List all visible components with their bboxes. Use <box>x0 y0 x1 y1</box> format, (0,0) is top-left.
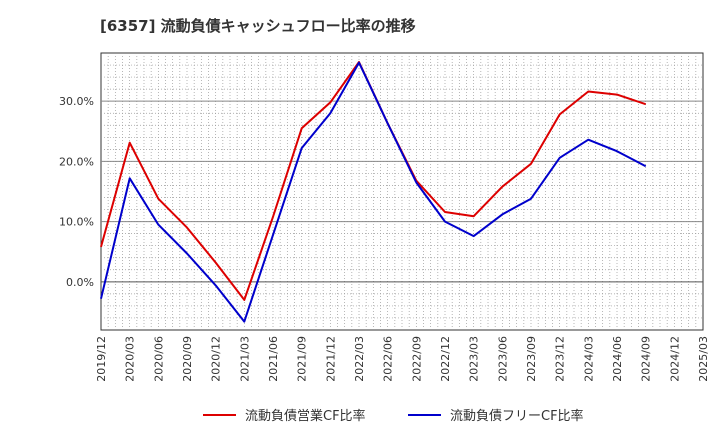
x-tick-label: 2025/03 <box>697 336 710 382</box>
y-tick-label: 20.0% <box>59 155 94 168</box>
legend: 流動負債営業CF比率 流動負債フリーCF比率 <box>203 408 584 424</box>
x-tick-label: 2020/06 <box>152 336 165 382</box>
x-tick-label: 2023/12 <box>554 336 567 382</box>
x-tick-label: 2020/03 <box>124 336 137 382</box>
x-tick-label: 2020/09 <box>181 336 194 382</box>
x-tick-label: 2024/03 <box>582 336 595 382</box>
y-tick-label: 30.0% <box>59 95 94 108</box>
legend-item-free-cf: 流動負債フリーCF比率 <box>408 408 584 424</box>
x-tick-label: 2022/06 <box>382 336 395 382</box>
series-line-free-cf <box>100 61 647 323</box>
x-tick-label: 2023/03 <box>468 336 481 382</box>
x-tick-label: 2023/09 <box>525 336 538 382</box>
y-tick-label: 10.0% <box>59 216 94 229</box>
x-tick-label: 2024/06 <box>611 336 624 382</box>
x-tick-label: 2024/09 <box>640 336 653 382</box>
legend-label-operating-cf: 流動負債営業CF比率 <box>245 408 366 424</box>
y-axis: 0.0% 10.0% 20.0% 30.0% <box>59 95 94 289</box>
x-tick-label: 2022/03 <box>353 336 366 382</box>
x-tick-label: 2021/03 <box>238 336 251 382</box>
x-tick-label: 2022/12 <box>439 336 452 382</box>
x-tick-label: 2019/12 <box>95 336 108 382</box>
x-tick-label: 2022/09 <box>410 336 423 382</box>
x-tick-label: 2020/12 <box>210 336 223 382</box>
legend-item-operating-cf: 流動負債営業CF比率 <box>203 408 366 424</box>
x-tick-label: 2021/09 <box>296 336 309 382</box>
series-group <box>100 61 647 323</box>
chart-title: [6357] 流動負債キャッシュフロー比率の推移 <box>100 17 416 35</box>
x-tick-label: 2021/12 <box>324 336 337 382</box>
x-axis: 2019/12 2020/03 2020/06 2020/09 2020/12 2021/… <box>95 336 710 382</box>
x-tick-label: 2024/12 <box>668 336 681 382</box>
y-tick-label: 0.0% <box>66 276 94 289</box>
x-tick-label: 2023/06 <box>496 336 509 382</box>
legend-label-free-cf: 流動負債フリーCF比率 <box>450 408 584 424</box>
x-tick-label: 2021/06 <box>267 336 280 382</box>
